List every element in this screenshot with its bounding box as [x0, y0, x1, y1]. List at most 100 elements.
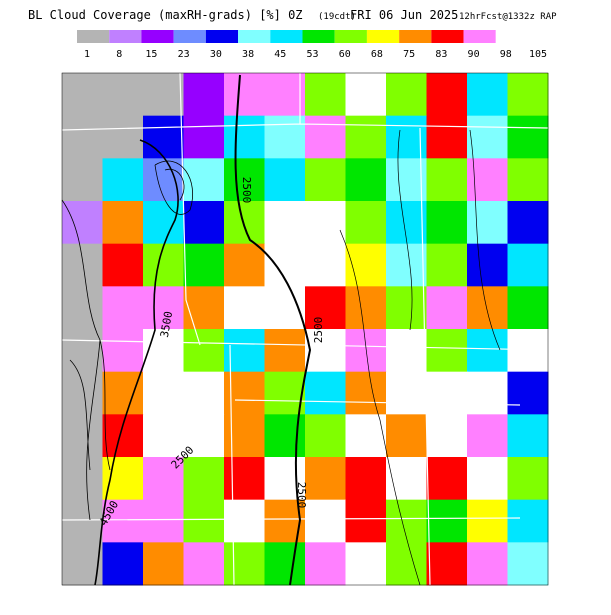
- colorbar-swatch: [270, 30, 303, 43]
- colorbar-tick-label: 23: [178, 49, 190, 60]
- cloud-cell: [224, 414, 265, 458]
- cloud-cell: [507, 73, 549, 117]
- colorbar-swatch: [205, 30, 239, 43]
- cloud-cell: [426, 115, 468, 159]
- colorbar-tick-label: 60: [339, 49, 351, 60]
- cloud-cell: [305, 158, 346, 202]
- cloud-cell: [62, 115, 103, 159]
- cloud-cell: [345, 158, 387, 202]
- colorbar-tick-label: 45: [274, 49, 286, 60]
- cloud-cell: [224, 457, 265, 501]
- cloud-cell: [102, 457, 144, 501]
- colorbar-tick-label: 15: [145, 49, 157, 60]
- cloud-cell: [467, 371, 508, 415]
- title: BL Cloud Coverage (maxRH-grads) [%] 0Z: [28, 8, 303, 22]
- cloud-cell: [183, 371, 225, 415]
- colorbar-tick-label: 83: [435, 49, 447, 60]
- cloud-cell: [386, 243, 427, 287]
- cloud-cell: [467, 542, 508, 586]
- cloud-cell: [183, 73, 225, 117]
- cloud-cell: [426, 286, 468, 330]
- cloud-cell: [264, 115, 306, 159]
- colorbar-swatch: [302, 30, 335, 43]
- cloud-cell: [224, 286, 265, 330]
- cloud-cell: [102, 499, 144, 543]
- cloud-cell: [264, 457, 306, 501]
- cloud-cell: [345, 286, 387, 330]
- cloud-cell: [386, 201, 427, 245]
- cloud-cell: [143, 115, 184, 159]
- colorbar-tick-label: 53: [306, 49, 318, 60]
- map-overlay: [61, 60, 549, 586]
- cloud-cell: [507, 243, 549, 287]
- cloud-cell: [305, 499, 346, 543]
- cloud-cell: [183, 414, 225, 458]
- cloud-cell: [264, 371, 306, 415]
- cloud-cell: [305, 542, 346, 586]
- cloud-cell: [183, 158, 225, 202]
- colorbar-swatch: [173, 30, 206, 43]
- cloud-cell: [467, 457, 508, 501]
- contour-label: 2500: [312, 317, 325, 344]
- cloud-cell: [183, 201, 225, 245]
- cloud-cell: [102, 73, 144, 117]
- cloud-cell: [102, 286, 144, 330]
- colorbar-swatch: [463, 30, 496, 43]
- cloud-cell: [224, 542, 265, 586]
- cloud-cell: [143, 371, 184, 415]
- cloud-cell: [102, 201, 144, 245]
- colorbar-tick-label: 8: [116, 49, 122, 60]
- cloud-cell: [507, 329, 549, 373]
- cloud-cell: [507, 158, 549, 202]
- cloud-cell: [62, 499, 103, 543]
- contour-line: [339, 129, 501, 586]
- cloud-cell: [264, 201, 306, 245]
- cloud-cell: [102, 329, 144, 373]
- map: [62, 73, 549, 586]
- cloud-cell: [345, 243, 387, 287]
- map-frame: [61, 72, 549, 586]
- cloud-cell: [305, 201, 346, 245]
- cloud-cell: [305, 457, 346, 501]
- cloud-cell: [305, 115, 346, 159]
- cloud-cell: [102, 414, 144, 458]
- cloud-cell: [62, 457, 103, 501]
- cloud-cell: [507, 499, 549, 543]
- cloud-cell: [305, 286, 346, 330]
- cloud-cell: [62, 414, 103, 458]
- cloud-cell: [62, 73, 103, 117]
- colorbar-swatch: [495, 30, 528, 43]
- colorbar-swatch: [366, 30, 400, 43]
- cloud-cell: [345, 73, 387, 117]
- run-info: 12hrFcst@1332z RAP: [459, 12, 557, 22]
- cloud-cell: [426, 73, 468, 117]
- contour-line: [94, 139, 179, 586]
- cloud-cell: [264, 414, 306, 458]
- colorbar-swatch: [141, 30, 174, 43]
- title-date: FRI 06 Jun 2025: [350, 8, 458, 22]
- cloud-cell: [507, 414, 549, 458]
- cloud-cell: [62, 286, 103, 330]
- cloud-cell: [507, 286, 549, 330]
- colorbar-tick-label: 38: [242, 49, 254, 60]
- cloud-cell: [345, 457, 387, 501]
- cloud-cell: [467, 286, 508, 330]
- colorbar-tick-label: 68: [371, 49, 383, 60]
- cloud-cell: [507, 115, 549, 159]
- cloud-cell: [183, 115, 225, 159]
- cloud-cell: [102, 243, 144, 287]
- cloud-cell: [143, 158, 184, 202]
- cloud-cell: [224, 115, 265, 159]
- cloud-cell: [426, 414, 468, 458]
- cloud-cell: [143, 243, 184, 287]
- cloud-cell: [426, 542, 468, 586]
- cloud-cell: [345, 499, 387, 543]
- cloud-cell: [507, 201, 549, 245]
- cloud-cell: [426, 329, 468, 373]
- cloud-cell: [386, 286, 427, 330]
- cloud-cell: [183, 243, 225, 287]
- cloud-cell: [467, 329, 508, 373]
- colorbar-swatch: [431, 30, 464, 43]
- cloud-cell: [183, 499, 225, 543]
